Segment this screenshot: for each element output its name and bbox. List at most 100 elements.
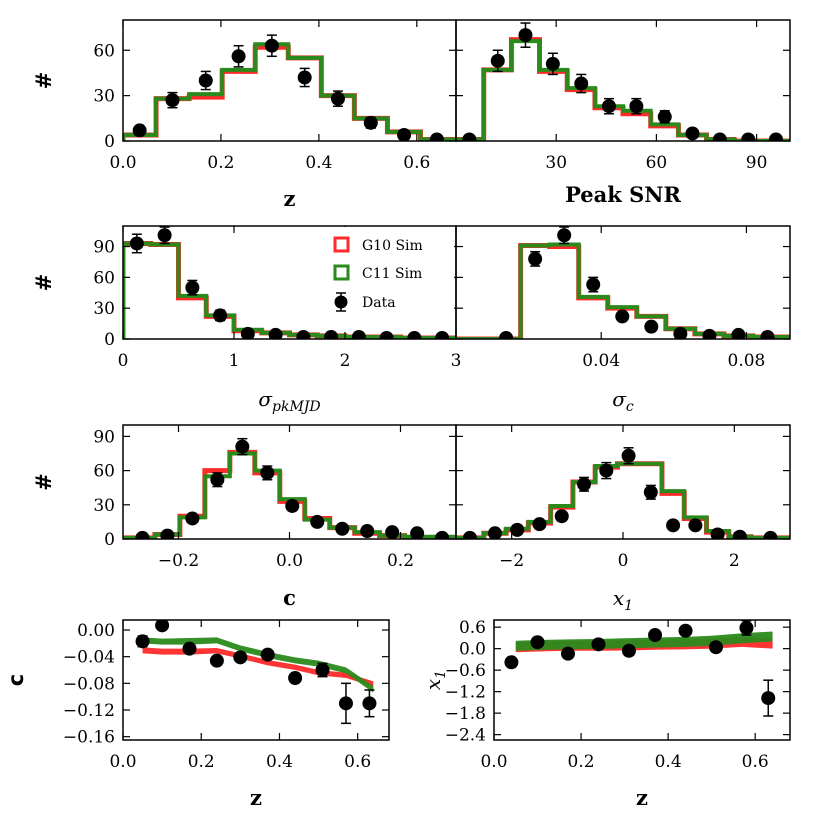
x-tick-label: 0.4: [266, 752, 293, 772]
band-c11-sim: [515, 631, 773, 651]
data-point: [135, 530, 150, 539]
data-point: [129, 236, 144, 251]
panel-frame: [455, 424, 791, 540]
data-point: [379, 330, 394, 339]
data-point: [235, 439, 250, 454]
plot-area: [456, 22, 790, 141]
legend-label-g10: G10 Sim: [362, 238, 423, 254]
x-axis-label: z: [284, 186, 296, 211]
plot-area: [456, 447, 790, 539]
plot-area: [123, 226, 456, 339]
data-point: [296, 329, 311, 339]
data-point: [462, 530, 477, 539]
y-axis-label: #: [32, 473, 56, 491]
x-axis-label-sub: pkMJD: [272, 399, 321, 415]
y-tick-label: −0.04: [63, 648, 115, 668]
y-tick-label: 0.6: [459, 618, 486, 638]
data-point: [678, 623, 693, 638]
data-point: [763, 530, 778, 539]
legend-swatch-c11: [333, 264, 350, 281]
y-tick-label: 60: [93, 41, 115, 61]
x-axis-label: z: [250, 785, 262, 810]
data-point: [731, 327, 746, 339]
data-point: [315, 663, 330, 677]
x-tick-label: 0.4: [305, 153, 332, 173]
data-point: [528, 251, 543, 266]
x-axis-label-main: σ: [612, 387, 627, 411]
data-point: [586, 277, 601, 292]
data-point: [621, 448, 636, 463]
data-point: [135, 634, 150, 649]
data-point: [385, 525, 400, 539]
y-tick-label: 0: [104, 530, 115, 550]
data-point: [155, 620, 170, 633]
histogram-g10-sim: [456, 243, 790, 339]
data-point: [487, 526, 502, 539]
data-point: [351, 329, 366, 339]
panel-sigma_c: 0.04 0.08 σc: [455, 225, 791, 415]
plot-area: [456, 226, 790, 339]
x-tick-label: 0.2: [387, 551, 414, 571]
data-point: [157, 228, 172, 243]
data-point: [233, 650, 248, 665]
legend-label-data: Data: [362, 295, 396, 311]
y-tick-label: 60: [93, 462, 115, 482]
plot-area: [504, 620, 776, 717]
x-axis-label-sub: 1: [624, 598, 633, 614]
data-point: [335, 521, 350, 536]
data-point: [264, 38, 279, 53]
data-point: [285, 498, 300, 513]
y-tick-label: 0.00: [77, 621, 115, 641]
data-point: [185, 280, 200, 295]
y-tick-label: −0.6: [445, 661, 486, 681]
x-tick-label: 0.04: [582, 351, 620, 371]
data-point: [198, 73, 213, 88]
x-tick-label: 0.6: [344, 752, 371, 772]
data-point: [490, 53, 505, 68]
x-tick-label: 0.4: [655, 752, 682, 772]
x-tick-label: 90: [746, 153, 768, 173]
data-point: [557, 228, 572, 243]
data-point: [532, 517, 547, 532]
y-axis-label: c: [4, 674, 28, 686]
panel-x1: −2 0 2 x1: [455, 424, 791, 614]
x-tick-label: 0.0: [276, 551, 303, 571]
y-tick-label: 0: [104, 132, 115, 152]
data-point: [410, 526, 425, 539]
plot-area: [123, 34, 456, 141]
y-tick-label: −1.8: [445, 704, 486, 724]
data-point: [297, 70, 312, 85]
x-tick-label: 0.0: [480, 752, 507, 772]
panel-frame: [455, 19, 791, 142]
x-tick-label: 0.0: [109, 752, 136, 772]
data-point: [209, 653, 224, 668]
data-point: [160, 528, 175, 539]
data-point: [760, 329, 775, 339]
panel-frame: [122, 619, 390, 741]
x-tick-label: 60: [646, 153, 668, 173]
plot-area: [135, 620, 377, 725]
y-axis-label-main: x: [421, 679, 445, 690]
x-axis-label: σpkMJD: [258, 387, 320, 415]
data-point: [462, 132, 477, 141]
x-tick-label: 2: [340, 351, 351, 371]
data-point: [330, 91, 345, 106]
panel-snr: 30 60 90 Peak SNR: [455, 19, 791, 207]
panel-c_vs_z: 0.0 0.2 0.4 0.6 0.00 −0.04 −0.08 −0.12 −0.16 z c: [4, 619, 390, 810]
y-tick-label: −1.2: [445, 683, 486, 703]
x-tick-label: 30: [545, 153, 567, 173]
x-tick-label: −0.2: [158, 551, 199, 571]
y-axis-label: x1: [421, 670, 449, 690]
data-point: [739, 620, 754, 635]
data-point: [435, 330, 450, 339]
panel-frame: [455, 225, 791, 340]
data-point: [530, 635, 545, 650]
panel-z: 0.0 0.2 0.4 0.6 0 30 60 z #: [32, 19, 457, 211]
x-tick-label: 0.0: [109, 153, 136, 173]
data-point: [629, 99, 644, 114]
data-point: [554, 509, 569, 524]
histogram-c11-sim: [456, 242, 790, 339]
panel-frame: [493, 619, 791, 741]
x-tick-label: 3: [451, 351, 462, 371]
x-tick-label: 0.2: [188, 752, 215, 772]
